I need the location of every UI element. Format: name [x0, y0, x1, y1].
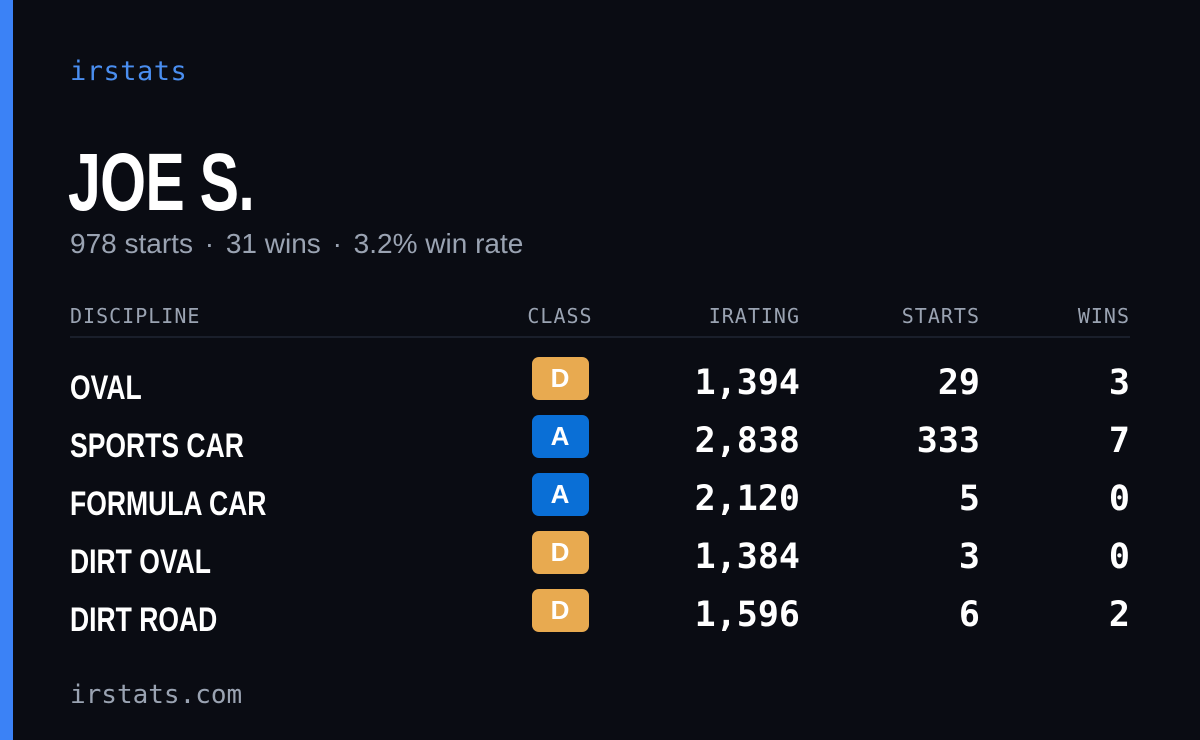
irating-value: 2,838 — [694, 421, 800, 461]
header-discipline: DISCIPLINE — [70, 296, 500, 338]
table-row: DIRT OVAL D 1,384 3 0 — [70, 528, 1130, 586]
separator: · — [204, 228, 215, 259]
accent-bar — [0, 0, 13, 740]
wins-value: 2 — [1108, 595, 1130, 635]
footer-url: irstats.com — [70, 680, 243, 710]
class-badge: D — [531, 356, 589, 400]
table-row: DIRT ROAD D 1,596 6 2 — [70, 586, 1130, 644]
discipline-name: DIRT OVAL — [70, 542, 211, 581]
starts-value: 5 — [958, 479, 980, 519]
discipline-stats-table: DISCIPLINE CLASS IRATING STARTS WINS OVA… — [70, 296, 1130, 644]
class-badge: A — [531, 414, 589, 458]
table-header-row: DISCIPLINE CLASS IRATING STARTS WINS — [70, 296, 1130, 338]
table-row: SPORTS CAR A 2,838 333 7 — [70, 412, 1130, 470]
starts-value: 3 — [958, 537, 980, 577]
starts-value: 333 — [916, 421, 980, 461]
win-rate: 3.2% win rate — [353, 228, 524, 259]
discipline-name: DIRT ROAD — [70, 600, 218, 639]
starts-value: 29 — [937, 363, 980, 403]
header-starts: STARTS — [800, 296, 980, 338]
irating-value: 1,596 — [694, 595, 800, 635]
class-badge: D — [531, 588, 589, 632]
wins-value: 0 — [1108, 479, 1130, 519]
starts-count: 978 starts — [70, 228, 193, 259]
player-summary: 978 starts · 31 wins · 3.2% win rate — [70, 228, 523, 260]
table-row: FORMULA CAR A 2,120 5 0 — [70, 470, 1130, 528]
class-badge: A — [531, 472, 589, 516]
brand-logo: irstats — [70, 56, 188, 87]
irating-value: 1,394 — [694, 363, 800, 403]
player-name: JOE S. — [68, 137, 255, 228]
irating-value: 1,384 — [694, 537, 800, 577]
table-row: OVAL D 1,394 29 3 — [70, 337, 1130, 412]
header-wins: WINS — [980, 296, 1130, 338]
header-class: CLASS — [500, 296, 620, 338]
separator: · — [332, 228, 342, 259]
wins-value: 0 — [1108, 537, 1130, 577]
discipline-name: SPORTS CAR — [70, 426, 244, 465]
wins-value: 7 — [1108, 421, 1130, 461]
discipline-name: FORMULA CAR — [70, 484, 267, 523]
header-irating: IRATING — [620, 296, 800, 338]
irating-value: 2,120 — [694, 479, 800, 519]
starts-value: 6 — [958, 595, 980, 635]
wins-count: 31 wins — [225, 228, 321, 259]
wins-value: 3 — [1108, 363, 1130, 403]
discipline-name: OVAL — [70, 368, 142, 407]
class-badge: D — [531, 530, 589, 574]
